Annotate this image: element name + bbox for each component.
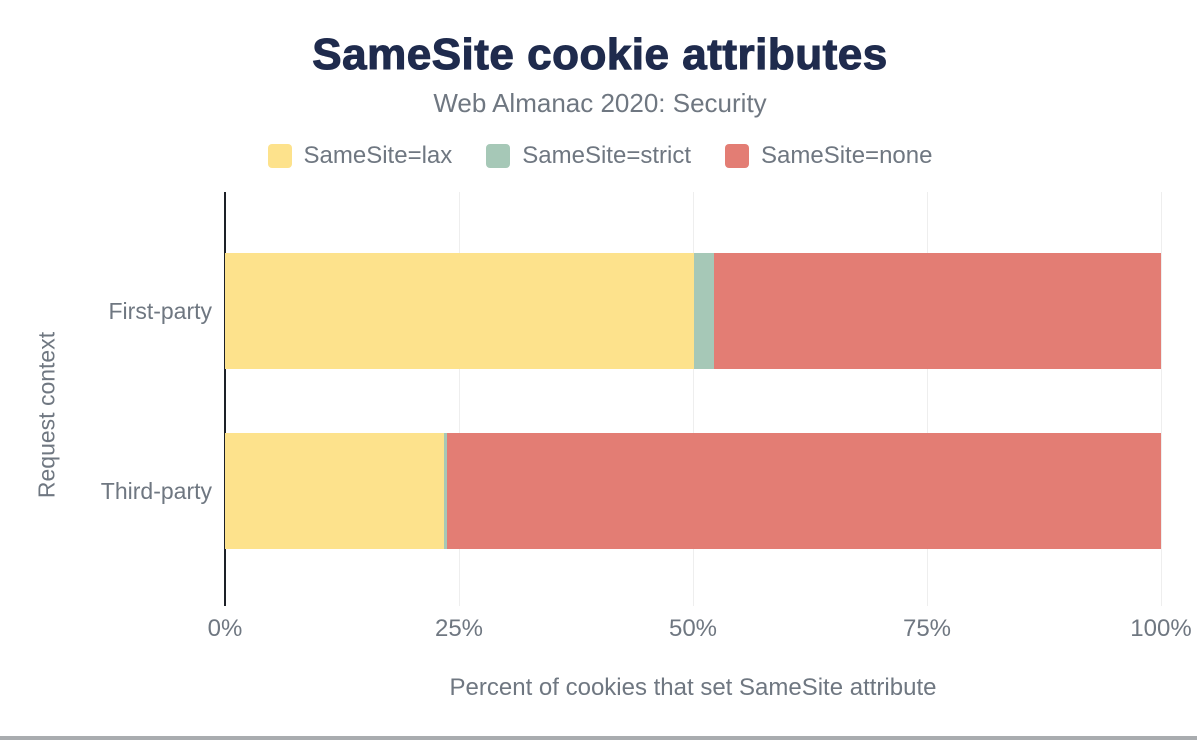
horizontal-scrollbar-thumb[interactable] — [0, 736, 1197, 740]
legend-label: SameSite=strict — [522, 142, 691, 169]
bar-row-first-party — [225, 253, 1161, 369]
chart-subtitle: Web Almanac 2020: Security — [433, 88, 767, 118]
gridline — [459, 192, 460, 606]
category-label-third-party: Third-party — [100, 477, 212, 504]
x-tick-label-100: 100% — [1130, 615, 1192, 642]
x-axis-title: Percent of cookies that set SameSite att… — [449, 674, 937, 701]
legend-item-3: SameSite=none — [725, 142, 932, 170]
x-tick-label-75: 75% — [902, 615, 952, 642]
bar-segment-first-party-samesite=strict[interactable] — [693, 253, 714, 369]
x-tick-label-50: 50% — [668, 615, 718, 642]
legend-label: SameSite=lax — [303, 142, 453, 169]
gridline — [693, 192, 694, 606]
bar-segment-third-party-samesite=none[interactable] — [446, 433, 1161, 549]
legend-item-1: SameSite=lax — [267, 142, 453, 170]
x-axis-tick-labels: 0% 25% 50% 75% 100% — [208, 615, 1192, 645]
legend-swatch-icon — [486, 144, 511, 168]
category-label-first-party: First-party — [108, 297, 213, 324]
legend-label: SameSite=none — [761, 142, 933, 169]
legend-swatch-icon — [267, 144, 292, 168]
gridline — [927, 192, 928, 606]
bar-segment-first-party-samesite=none[interactable] — [713, 253, 1161, 369]
bar-row-third-party — [225, 433, 1161, 549]
bar-segment-third-party-samesite=lax[interactable] — [225, 433, 445, 549]
x-tick-label-25: 25% — [434, 615, 484, 642]
plot-area — [224, 192, 1162, 606]
bar-segment-third-party-samesite=strict[interactable] — [444, 433, 447, 549]
x-tick-label-0: 0% — [207, 615, 243, 642]
legend-swatch-icon — [725, 144, 749, 168]
bar-segment-first-party-samesite=lax[interactable] — [225, 253, 694, 369]
gridline — [1161, 192, 1162, 606]
legend: SameSite=lax SameSite=strict SameSite=none — [0, 142, 1200, 170]
y-axis-line — [224, 192, 226, 606]
legend-item-2: SameSite=strict — [486, 142, 691, 170]
y-axis-category-labels: First-party Third-party — [0, 192, 212, 606]
chart-title: SameSite cookie attributes — [312, 29, 888, 79]
